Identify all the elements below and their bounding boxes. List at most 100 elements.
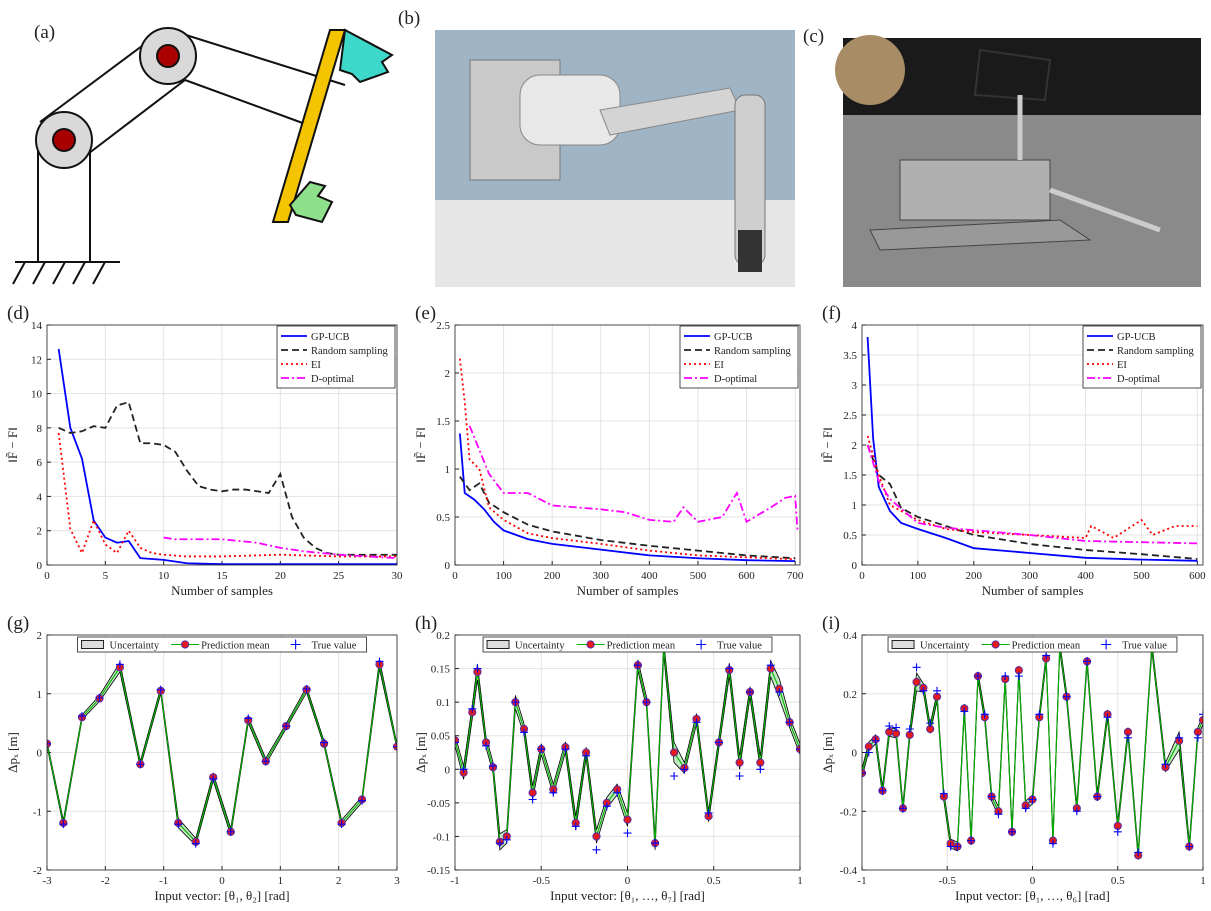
y-tick-label: 0.05 [431,731,451,743]
y-tick-label: 0.2 [436,630,450,642]
y-tick-label: 3.5 [843,350,857,362]
x-tick-label: 25 [333,570,345,582]
y-tick-label: 12 [31,354,42,366]
y-tick-label: 1.5 [843,470,857,482]
x-tick-label: 400 [641,570,658,582]
legend-swatch [892,641,914,649]
y-tick-label: 14 [31,320,43,332]
legend-swatch [992,641,999,648]
y-tick-label: 2 [852,440,858,452]
y-tick-label: 2.5 [436,320,450,332]
panel-label: (b) [398,8,420,29]
prediction-marker [736,759,743,766]
robot-diagram [13,28,392,284]
y-tick-label: 1 [37,689,43,701]
prediction-marker [624,816,631,823]
panel-label: (g) [7,613,29,634]
photo-arm [435,30,795,287]
legend-label: GP-UCB [714,332,753,343]
y-tick-label: 0 [37,560,43,572]
legend-swatch [587,641,594,648]
prediction-marker [529,789,536,796]
panel-label: (i) [822,613,840,634]
x-tick-label: -0.5 [939,875,957,887]
legend-swatch [82,641,104,649]
y-tick-label: 10 [31,389,43,401]
legend: UncertaintyPrediction meanTrue value [888,637,1177,652]
x-tick-label: -0.5 [533,875,551,887]
legend: UncertaintyPrediction meanTrue value [483,637,772,652]
y-tick-label: 0 [852,560,858,572]
y-tick-label: 0 [445,764,451,776]
y-tick-label: 2.5 [843,410,857,422]
x-tick-label: -2 [101,875,110,887]
x-tick-label: 100 [910,570,927,582]
figure: (a) (b) (c) 05101520253002468101214Numbe… [0,0,1211,911]
legend-label: Prediction mean [1012,641,1081,652]
panel-label: (c) [803,26,824,47]
y-tick-label: 8 [37,423,43,435]
x-tick-label: 100 [495,570,512,582]
x-tick-label: 700 [787,570,804,582]
legend-label: Random sampling [714,346,791,357]
y-tick-label: -0.4 [840,865,858,877]
x-tick-label: 2 [336,875,342,887]
legend-swatch [182,641,189,648]
y-axis-label: Δpₓ [m] [820,732,835,773]
y-axis-label: ‖F̃ − F‖ [820,427,835,463]
legend-label: Uncertainty [110,641,160,652]
x-tick-label: 0 [625,875,631,887]
x-tick-label: 0 [44,570,50,582]
x-tick-label: 500 [690,570,707,582]
legend-label: Prediction mean [201,641,270,652]
y-tick-label: 0.5 [843,530,857,542]
legend-label: D-optimal [714,374,757,385]
y-tick-label: 1.5 [436,416,450,428]
y-tick-label: 2 [37,526,43,538]
y-tick-label: 4 [37,491,43,503]
legend-label: EI [1117,360,1127,371]
y-tick-label: 2 [37,630,43,642]
y-axis-label: Δpₓ [m] [413,732,428,773]
legend-label: D-optimal [311,374,354,385]
x-axis-label: Number of samples [171,583,273,598]
prediction-marker [913,678,920,685]
y-tick-label: -0.2 [840,806,857,818]
panel-label: (a) [34,22,55,43]
x-tick-label: 200 [544,570,561,582]
x-axis-label: Input vector: [θ₁, …, θ₆] [rad] [955,888,1110,903]
y-tick-label: 1 [445,464,451,476]
y-axis-label: ‖F̃ − F‖ [413,427,428,463]
y-tick-label: -2 [33,865,42,877]
y-tick-label: 6 [37,457,43,469]
x-axis-label: Input vector: [θ₁, …, θ₇] [rad] [550,888,705,903]
x-tick-label: 0 [219,875,225,887]
x-tick-label: 600 [738,570,755,582]
x-tick-label: 20 [275,570,287,582]
y-tick-label: -0.1 [433,831,450,843]
legend-label: GP-UCB [311,332,350,343]
y-tick-label: -1 [33,806,42,818]
panel-label: (h) [415,613,437,634]
y-tick-label: 4 [852,320,858,332]
x-tick-label: 0 [859,570,865,582]
legend-label: True value [312,641,357,652]
x-tick-label: -1 [159,875,168,887]
x-tick-label: 300 [593,570,610,582]
x-tick-label: 15 [217,570,229,582]
legend-label: Random sampling [311,346,388,357]
legend-label: True value [717,641,762,652]
legend-label: Uncertainty [515,641,565,652]
panel-label: (e) [415,303,436,324]
x-tick-label: 30 [392,570,404,582]
x-tick-label: 600 [1189,570,1206,582]
x-tick-label: 200 [966,570,983,582]
x-tick-label: 5 [103,570,109,582]
x-tick-label: 0 [452,570,458,582]
y-axis-label: ‖F̃ − F‖ [5,427,20,463]
y-tick-label: -0.15 [427,865,450,877]
x-tick-label: 1 [797,875,803,887]
legend-label: EI [714,360,724,371]
legend-label: D-optimal [1117,374,1160,385]
x-tick-label: 0 [1030,875,1036,887]
